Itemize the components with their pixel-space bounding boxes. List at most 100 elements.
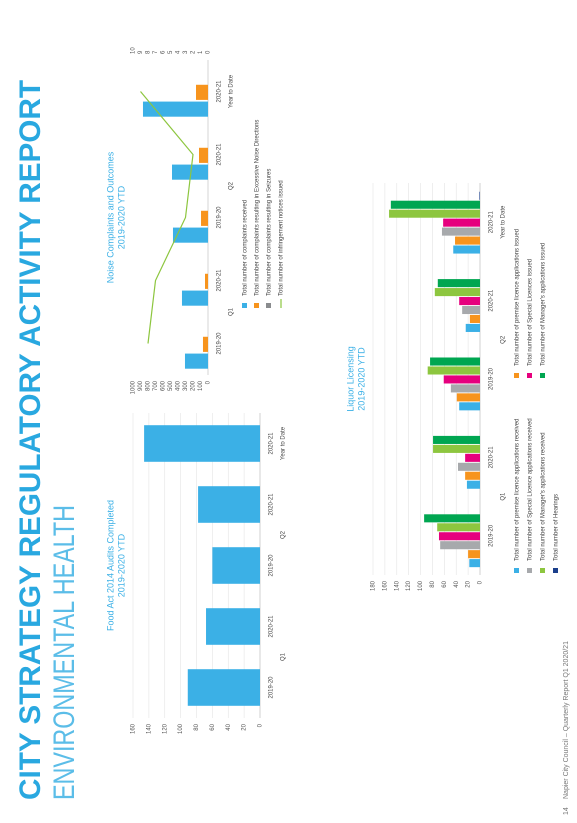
legend-label: Total number of Special Licences issued xyxy=(528,259,534,366)
legend-label: Total number of complaints resulting in … xyxy=(267,169,273,296)
bar xyxy=(469,559,480,568)
y2-tick-label: 0 xyxy=(206,50,212,54)
y-tick-label: 160 xyxy=(131,723,137,734)
y-tick-label: 120 xyxy=(406,580,412,591)
x-tick-label: 2019-20 xyxy=(269,554,275,577)
y2-tick-label: 10 xyxy=(131,47,137,54)
y-tick-label: 40 xyxy=(226,723,232,730)
y-tick-label: 100 xyxy=(198,380,204,391)
y-tick-label: 600 xyxy=(161,380,167,391)
legend-swatch xyxy=(254,303,259,308)
y-tick-label: 140 xyxy=(394,580,400,591)
report-subtitle: ENVIRONMENTAL HEALTH xyxy=(48,505,81,800)
x-tick-label: 2019-20 xyxy=(217,332,223,355)
x-tick-label: 2020-21 xyxy=(217,143,223,166)
bar xyxy=(172,164,208,180)
bar xyxy=(199,147,208,163)
bar xyxy=(437,279,480,288)
bar xyxy=(144,425,260,462)
y-tick-label: 180 xyxy=(371,580,377,591)
legend-label: Total number of Hearings xyxy=(554,494,560,561)
y2-tick-label: 4 xyxy=(176,50,182,54)
bar xyxy=(465,471,480,480)
bar xyxy=(181,290,209,306)
y-tick-label: 80 xyxy=(430,580,436,587)
bar xyxy=(184,353,209,369)
group-label: Q2 xyxy=(501,335,507,344)
group-label: Q2 xyxy=(229,181,235,190)
bar xyxy=(198,486,260,523)
x-tick-label: 2019-20 xyxy=(489,367,495,390)
bar xyxy=(469,314,480,323)
x-tick-label: 2019-20 xyxy=(489,524,495,547)
y-tick-label: 1000 xyxy=(131,380,137,394)
x-tick-label: 2019-20 xyxy=(269,676,275,699)
y-tick-label: 800 xyxy=(146,380,152,391)
group-label: Q2 xyxy=(281,530,287,539)
y-tick-label: 20 xyxy=(466,580,472,587)
legend-swatch xyxy=(527,373,532,378)
bar xyxy=(455,236,480,245)
y-tick-label: 300 xyxy=(183,380,189,391)
bar xyxy=(453,245,480,254)
legend-label: Total number of Special Licence applicat… xyxy=(528,418,534,561)
group-label: Q1 xyxy=(281,652,287,661)
y-tick-label: 900 xyxy=(138,380,144,391)
group-label: Year to Date xyxy=(281,426,287,460)
y-tick-label: 40 xyxy=(454,580,460,587)
bar xyxy=(389,209,480,218)
bar xyxy=(443,218,480,227)
y-tick-label: 100 xyxy=(178,723,184,734)
y-tick-label: 160 xyxy=(382,580,388,591)
bar xyxy=(466,480,480,489)
bar xyxy=(390,200,481,209)
y-tick-label: 140 xyxy=(146,723,152,734)
chart-title: Liquor Licensing xyxy=(345,346,355,412)
legend-swatch xyxy=(540,373,545,378)
chart-subtitle: 2019-2020 YTD xyxy=(116,185,126,249)
legend-swatch xyxy=(514,568,519,573)
y2-tick-label: 9 xyxy=(138,50,144,54)
legend-swatch xyxy=(514,373,519,378)
chart-subtitle: 2019-2020 YTD xyxy=(356,347,366,411)
y2-tick-label: 5 xyxy=(168,50,174,54)
bar xyxy=(424,514,480,523)
line-series xyxy=(140,91,194,344)
bar xyxy=(456,393,481,402)
x-tick-label: 2020-21 xyxy=(269,432,275,455)
y-tick-label: 200 xyxy=(191,380,197,391)
x-tick-label: 2020-21 xyxy=(269,493,275,516)
y-tick-label: 100 xyxy=(418,580,424,591)
group-label: Q1 xyxy=(501,492,507,501)
bar xyxy=(440,541,480,550)
bar xyxy=(206,608,260,645)
x-tick-label: 2020-21 xyxy=(489,211,495,234)
report-title: CITY STRATEGY REGULATORY ACTIVITY REPORT xyxy=(14,80,47,800)
bar xyxy=(458,462,480,471)
chart-title: Food Act 2014 Audits Completed xyxy=(105,500,115,631)
y2-tick-label: 8 xyxy=(146,50,152,54)
chart-subtitle: 2019-2020 YTD xyxy=(116,533,126,597)
bar xyxy=(459,402,481,411)
page-number: 14 xyxy=(563,807,570,815)
legend-label: Total number of Manager's applications i… xyxy=(541,243,547,366)
bar xyxy=(438,532,481,541)
bar xyxy=(441,227,481,236)
legend-swatch xyxy=(527,568,532,573)
bar xyxy=(187,669,260,706)
bar xyxy=(212,547,260,584)
y2-tick-label: 3 xyxy=(183,50,189,54)
bar xyxy=(427,366,481,375)
bar xyxy=(468,550,481,559)
y-tick-label: 80 xyxy=(194,723,200,730)
bar xyxy=(465,323,481,332)
bar xyxy=(433,444,480,453)
bar xyxy=(443,375,481,384)
bar xyxy=(196,84,208,100)
legend-label: Total number of infringement notices iss… xyxy=(279,180,285,296)
x-tick-label: 2020-21 xyxy=(217,269,223,292)
y2-tick-label: 6 xyxy=(161,50,167,54)
y-tick-label: 20 xyxy=(242,723,248,730)
